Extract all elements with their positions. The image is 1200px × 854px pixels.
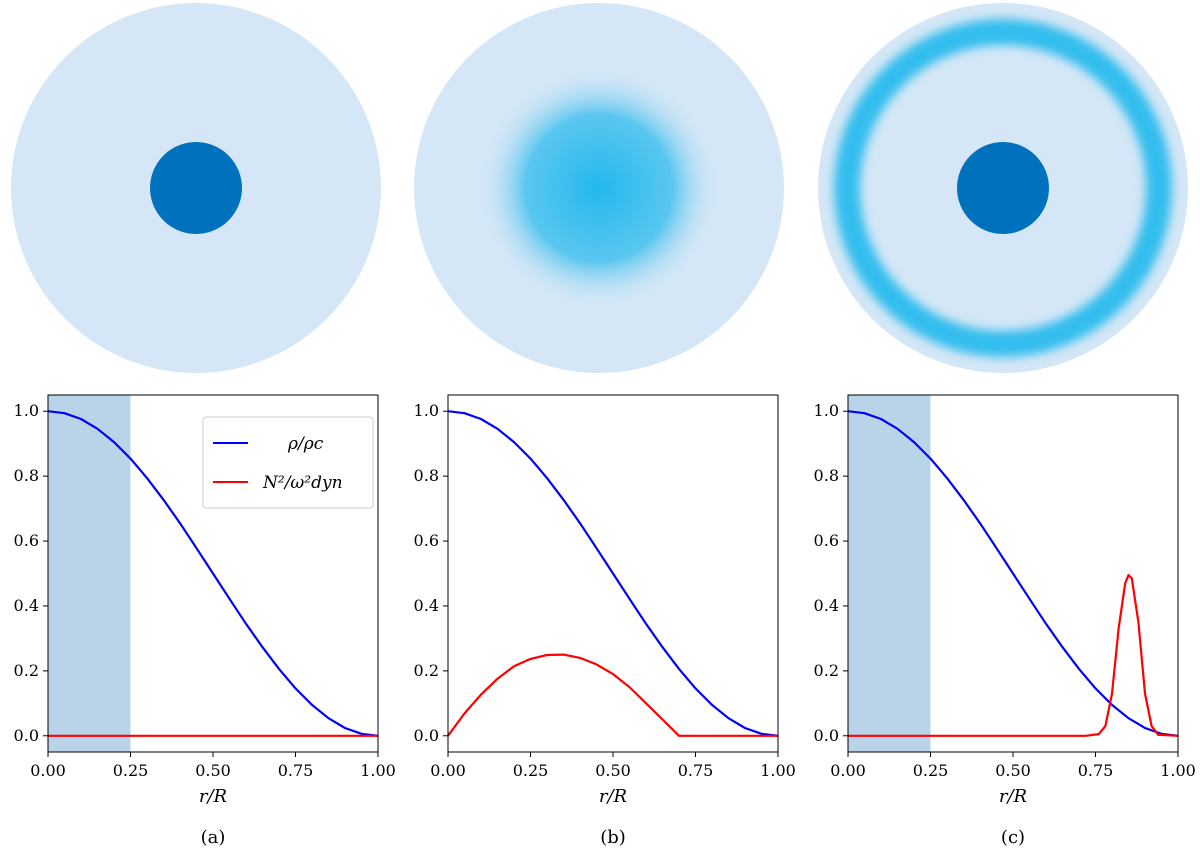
x-tick-label: 0.75 (278, 761, 314, 780)
x-axis-label: r/R (199, 786, 227, 807)
star-illustration-c (818, 3, 1188, 373)
plot-panel-c: 0.00 0.25 0.50 0.75 1.00 0.0 0.2 0.4 0.6 0.8 1.0 r/… (814, 394, 1196, 848)
y-tick-label: 0.0 (414, 726, 439, 745)
x-tick-label: 0.50 (995, 761, 1031, 780)
density-curve-c (847, 410, 1179, 737)
legend-box (202, 416, 374, 509)
legend: ρ/ρc N²/ω²dyn (202, 416, 374, 509)
x-tick-label: 0.00 (430, 761, 466, 780)
plot-panel-b: 0.00 0.25 0.50 0.75 1.00 0.0 0.2 0.4 0.6 0.8 1.0 r/… (414, 394, 796, 848)
convective-core-a (150, 142, 242, 234)
panel-label-c: (c) (1001, 827, 1025, 848)
y-tick-label: 1.0 (414, 401, 439, 420)
y-tick-label: 0.6 (814, 531, 839, 550)
y-tick-label: 0.4 (814, 596, 839, 615)
star-illustration-b (414, 3, 784, 373)
y-tick-label: 1.0 (814, 401, 839, 420)
y-tick-label: 0.2 (414, 661, 439, 680)
y-tick-label: 0.8 (14, 466, 39, 485)
y-tick-label: 0.2 (14, 661, 39, 680)
stratified-glow-b (477, 66, 721, 310)
buoyancy-curve-c (848, 573, 1179, 737)
y-tick-label: 0.2 (814, 661, 839, 680)
y-tick-label: 0.6 (14, 531, 39, 550)
x-tick-label: 0.50 (195, 761, 231, 780)
x-tick-label: 0.50 (595, 761, 631, 780)
x-tick-label: 0.75 (678, 761, 714, 780)
x-tick-label: 1.00 (360, 761, 396, 780)
y-tick-label: 0.0 (14, 726, 39, 745)
plot-panel-a: 0.00 0.25 0.50 0.75 1.00 0.0 0.2 0.4 0.6 0.8 1.0 r/… (14, 394, 396, 848)
density-curve-b (447, 410, 779, 737)
x-tick-label: 1.00 (1160, 761, 1196, 780)
x-tick-label: 0.75 (1078, 761, 1114, 780)
x-tick-label: 0.25 (913, 761, 949, 780)
x-tick-label: 1.00 (760, 761, 796, 780)
panel-label-a: (a) (201, 827, 226, 848)
convective-core-band (48, 395, 131, 752)
x-tick-label: 0.25 (513, 761, 549, 780)
density-curve-a (47, 410, 379, 737)
legend-buoyancy-label: N²/ω²dyn (262, 473, 343, 493)
stratified-ring-c (834, 19, 1172, 357)
y-tick-label: 0.4 (14, 596, 39, 615)
y-tick-label: 0.4 (414, 596, 439, 615)
convective-core-c (957, 142, 1049, 234)
x-axis-label: r/R (999, 786, 1027, 807)
x-axis-label: r/R (599, 786, 627, 807)
panel-label-b: (b) (600, 827, 626, 848)
x-tick-label: 0.25 (113, 761, 149, 780)
y-tick-label: 0.8 (814, 466, 839, 485)
y-tick-label: 0.6 (414, 531, 439, 550)
legend-density-label: ρ/ρc (287, 434, 324, 454)
y-tick-label: 0.0 (814, 726, 839, 745)
x-tick-label: 0.00 (30, 761, 66, 780)
convective-core-band (848, 395, 931, 752)
x-tick-label: 0.00 (830, 761, 866, 780)
buoyancy-curve-b (447, 653, 778, 737)
star-illustration-a (11, 3, 381, 373)
y-tick-label: 1.0 (14, 401, 39, 420)
y-tick-label: 0.8 (414, 466, 439, 485)
